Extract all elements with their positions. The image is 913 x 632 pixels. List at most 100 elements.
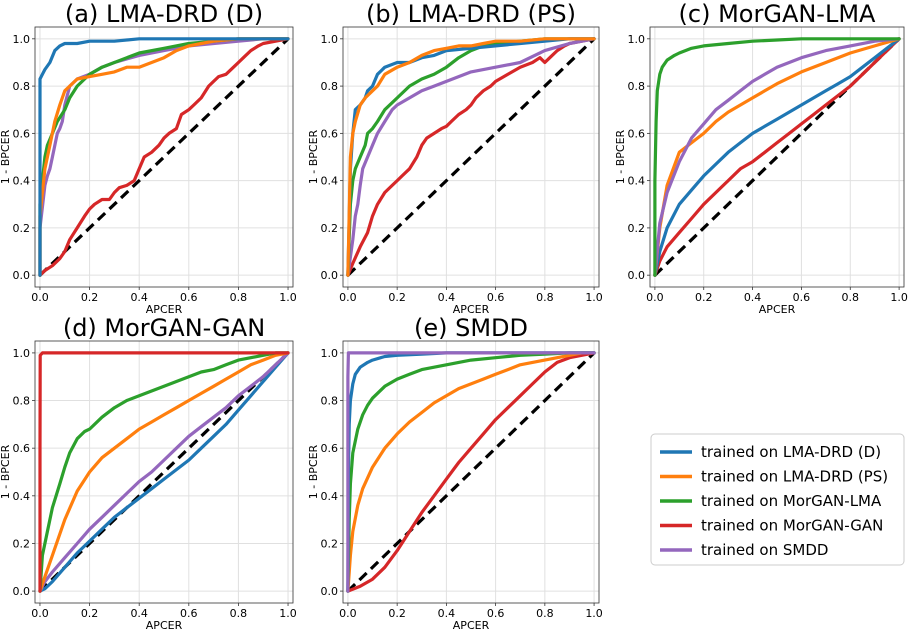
chart-title: (e) SMDD (414, 314, 528, 342)
series-line-lma-ps (38, 351, 290, 593)
chart-panel-5: 0.0 0.2 0.4 0.6 0.8 1.0 0.0 0.2 0.4 0.6 0.8 1.0 (e) … (307, 314, 603, 632)
chance-diagonal (38, 351, 290, 593)
x-tick-label: 0.6 (793, 291, 811, 304)
y-tick-label: 0.6 (321, 442, 339, 455)
y-tick-label: 0.0 (321, 269, 339, 282)
y-tick-label: 1.0 (321, 33, 339, 46)
y-tick-label: 0.2 (13, 222, 31, 235)
y-tick-label: 0.6 (13, 127, 31, 140)
x-tick-label: 1.0 (279, 291, 297, 304)
y-tick-label: 1.0 (13, 33, 31, 46)
series-line-morgan-lma (653, 37, 901, 277)
series-line-morgan-gan (38, 351, 290, 593)
x-axis-label: APCER (146, 303, 183, 316)
y-tick-label: 0.0 (13, 269, 31, 282)
x-tick-label: 0.6 (487, 291, 505, 304)
x-axis-label: APCER (453, 303, 490, 316)
x-tick-label: 0.8 (230, 607, 248, 620)
legend-label: trained on LMA-DRD (PS) (701, 468, 888, 486)
x-tick-label: 0.4 (130, 607, 148, 620)
y-tick-label: 1.0 (321, 347, 339, 360)
chance-diagonal (346, 351, 596, 593)
y-tick-label: 0.4 (628, 175, 646, 188)
y-tick-label: 1.0 (13, 347, 31, 360)
y-axis-label: 1 - BPCER (307, 129, 320, 184)
x-tick-label: 0.8 (536, 607, 554, 620)
y-tick-label: 0.8 (628, 80, 646, 93)
y-axis-label: 1 - BPCER (307, 444, 320, 499)
x-tick-label: 0.8 (842, 291, 860, 304)
x-tick-label: 0.6 (487, 607, 505, 620)
series-line-morgan-gan (38, 37, 290, 277)
series-line-lma-ps (653, 37, 901, 277)
x-tick-label: 1.0 (585, 607, 603, 620)
x-tick-label: 0.4 (130, 291, 148, 304)
y-tick-label: 0.0 (628, 269, 646, 282)
plot-frame (34, 340, 294, 604)
x-tick-label: 0.0 (31, 607, 49, 620)
y-axis-label: 1 - BPCER (614, 129, 627, 184)
plot-frame (342, 26, 600, 288)
x-tick-label: 1.0 (585, 291, 603, 304)
y-axis-label: 1 - BPCER (0, 129, 12, 184)
legend-label: trained on MorGAN-GAN (701, 517, 883, 535)
plot-frame (342, 340, 600, 604)
x-tick-label: 0.6 (180, 291, 198, 304)
x-tick-label: 0.0 (339, 291, 357, 304)
legend-label: trained on MorGAN-LMA (701, 492, 882, 510)
series-line-lma-d (653, 37, 901, 277)
series-line-lma-d (38, 37, 290, 277)
y-tick-label: 0.2 (13, 537, 31, 550)
series-line-smdd (653, 37, 901, 277)
y-tick-label: 0.4 (13, 490, 31, 503)
legend-label: trained on SMDD (701, 541, 828, 559)
chart-title: (d) MorGAN-GAN (63, 314, 265, 342)
chance-diagonal (38, 37, 290, 277)
series-line-morgan-gan (346, 37, 596, 277)
plot-frame (34, 26, 294, 288)
y-tick-label: 0.0 (321, 585, 339, 598)
x-tick-label: 0.6 (180, 607, 198, 620)
x-tick-label: 1.0 (890, 291, 908, 304)
legend-label: trained on LMA-DRD (D) (701, 443, 881, 461)
series-line-smdd (346, 37, 596, 277)
y-tick-label: 0.2 (321, 537, 339, 550)
x-tick-label: 0.2 (695, 291, 713, 304)
y-tick-label: 0.8 (321, 395, 339, 408)
series-line-lma-ps (346, 351, 596, 593)
y-tick-label: 1.0 (628, 33, 646, 46)
x-axis-label: APCER (759, 303, 796, 316)
y-tick-label: 0.4 (13, 175, 31, 188)
x-tick-label: 0.0 (31, 291, 49, 304)
x-tick-label: 0.2 (81, 291, 99, 304)
y-tick-label: 0.6 (13, 442, 31, 455)
series-line-lma-ps (38, 37, 290, 277)
legend-box (650, 433, 905, 566)
series-line-lma-ps (346, 37, 596, 277)
y-tick-label: 0.8 (13, 80, 31, 93)
series-line-morgan-lma (38, 351, 290, 593)
x-axis-label: APCER (146, 619, 183, 632)
x-tick-label: 0.2 (81, 607, 99, 620)
series-line-smdd (38, 351, 290, 593)
series-line-lma-d (346, 37, 596, 277)
y-tick-label: 0.6 (321, 127, 339, 140)
y-tick-label: 0.4 (321, 175, 339, 188)
y-tick-label: 0.6 (628, 127, 646, 140)
y-tick-label: 0.2 (628, 222, 646, 235)
series-line-lma-d (38, 351, 290, 593)
series-line-morgan-lma (346, 351, 596, 593)
x-tick-label: 0.8 (230, 291, 248, 304)
chart-panel-4: 0.0 0.2 0.4 0.6 0.8 1.0 0.0 0.2 0.4 0.6 0.8 1.0 (d) … (0, 314, 297, 632)
chart-panel-2: 0.0 0.2 0.4 0.6 0.8 1.0 0.0 0.2 0.4 0.6 0.8 1.0 (b) … (307, 0, 603, 316)
series-line-smdd (346, 351, 596, 593)
x-tick-label: 0.4 (744, 291, 762, 304)
series-line-morgan-gan (653, 37, 901, 277)
x-tick-label: 1.0 (279, 607, 297, 620)
y-tick-label: 0.8 (13, 395, 31, 408)
y-tick-label: 0.8 (321, 80, 339, 93)
y-tick-label: 0.0 (13, 585, 31, 598)
chance-diagonal (653, 37, 901, 277)
y-tick-label: 0.4 (321, 490, 339, 503)
